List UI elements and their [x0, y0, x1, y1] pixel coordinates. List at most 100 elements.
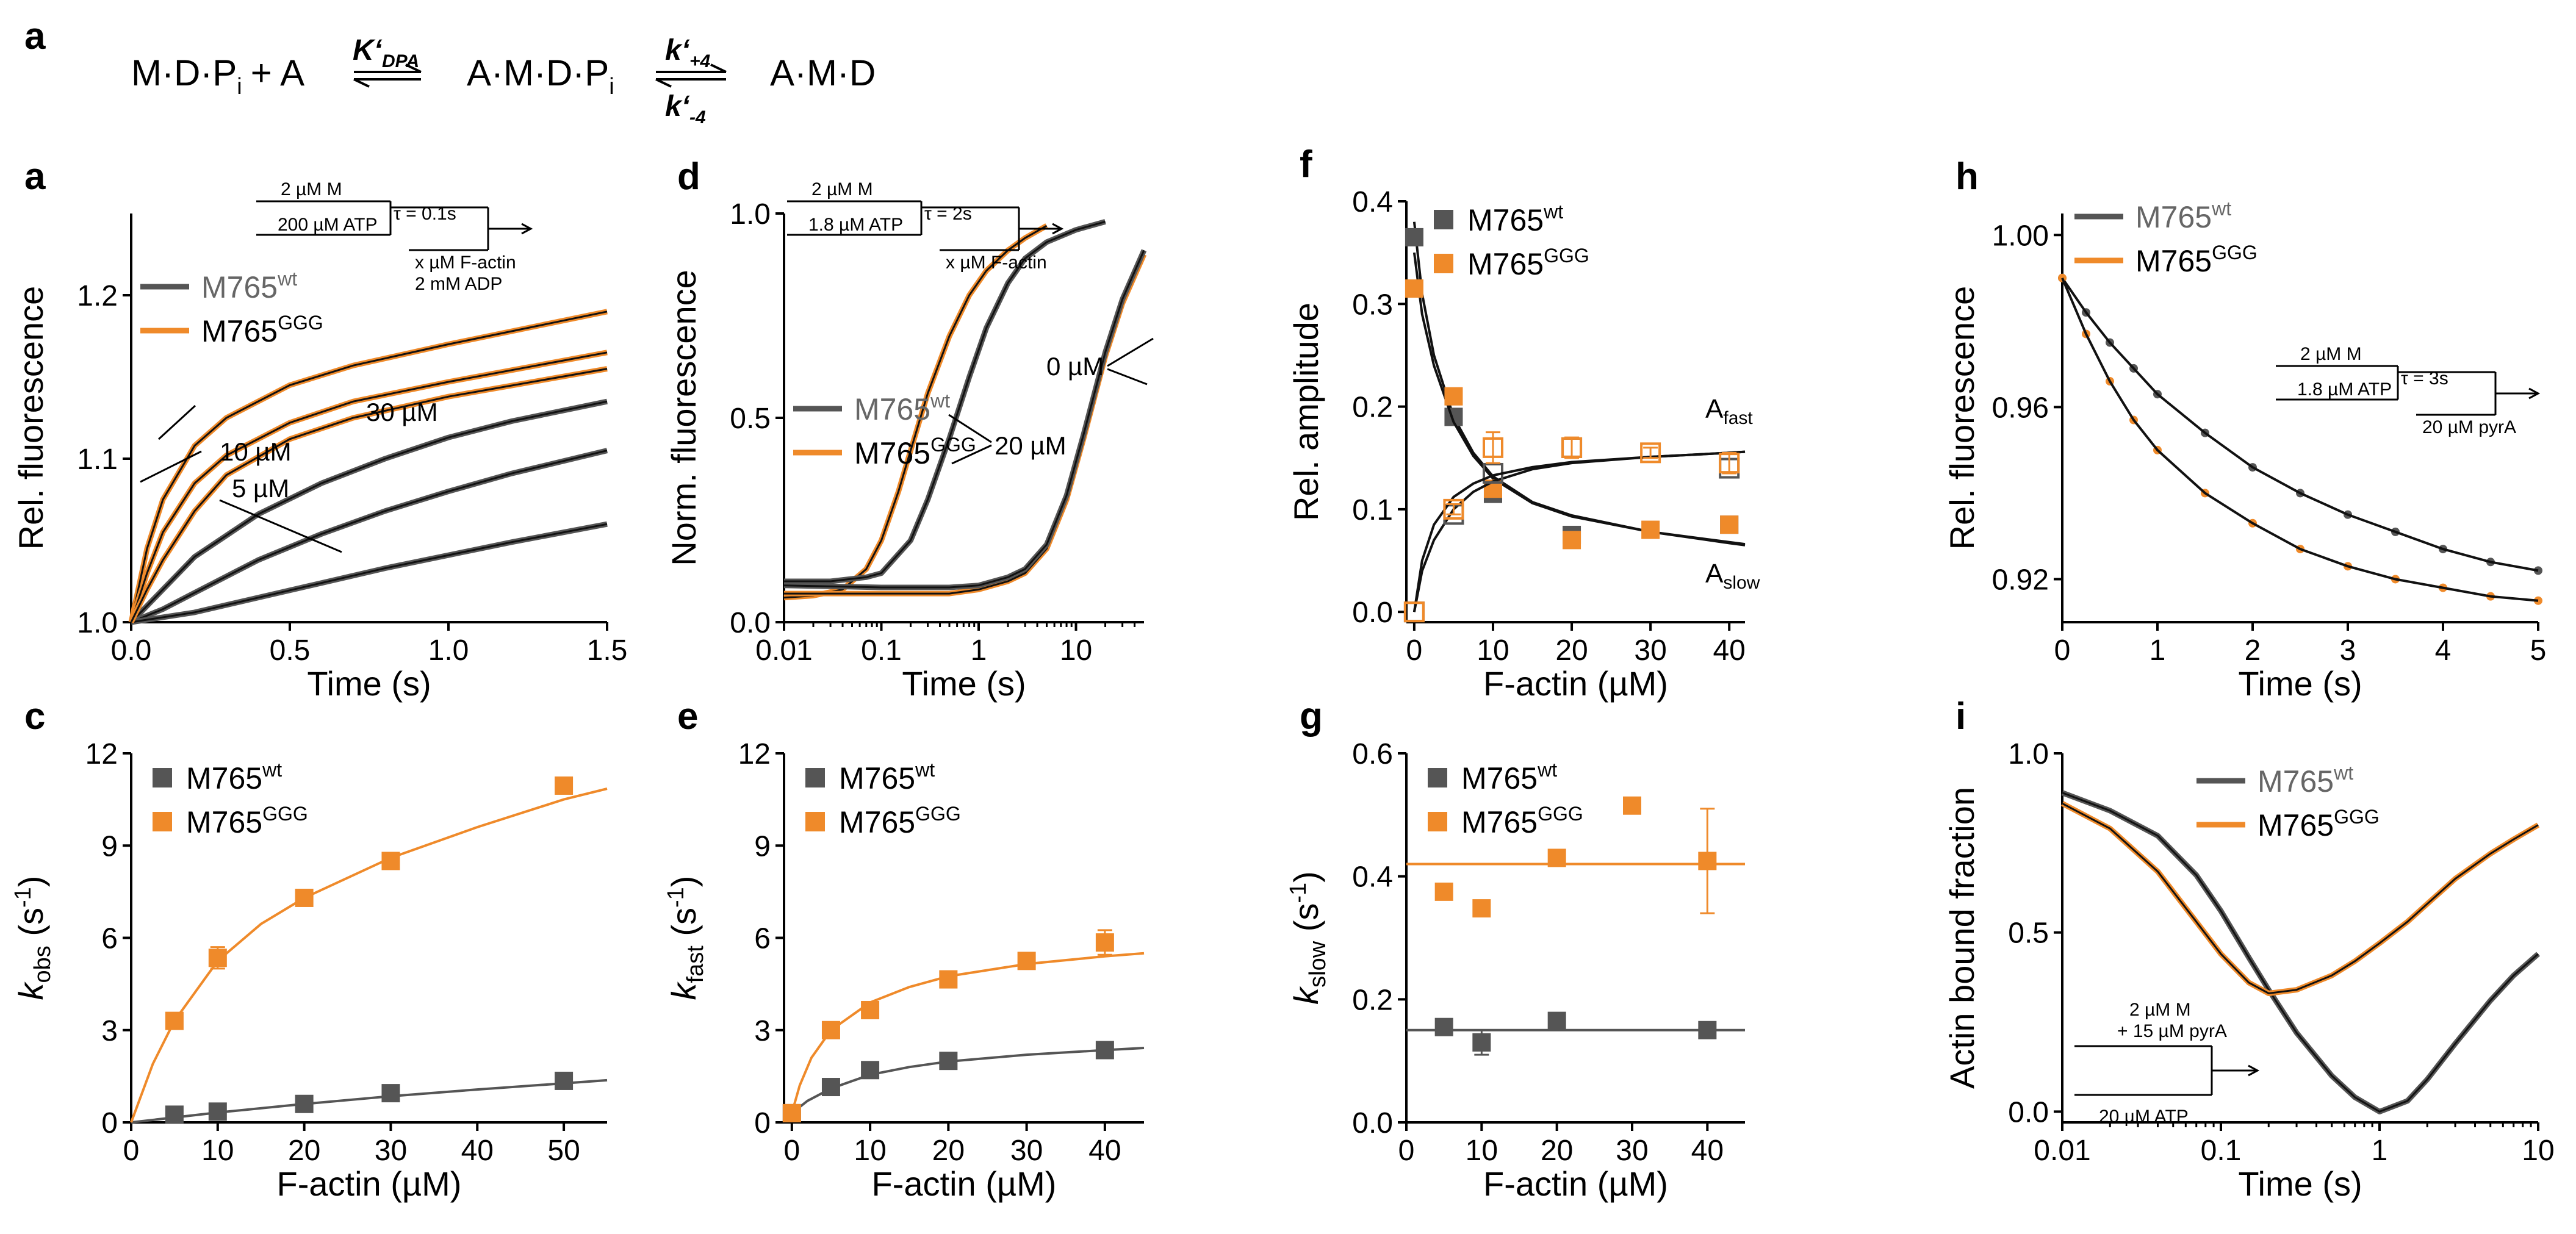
svg-text:+ 15 µM pyrA: + 15 µM pyrA: [2117, 1021, 2227, 1041]
reaction-scheme: a M·D·Pi + A K‘DPA A·M·D·Pi k‘+4 k‘-4 A·M…: [24, 15, 876, 127]
legend-swatch-ggg: [1434, 254, 1453, 273]
x-tick-label: 30: [1616, 1135, 1648, 1167]
fit-line: [784, 220, 1106, 583]
legend-label-wt: M765wt: [854, 390, 950, 426]
legend-label-ggg: M765GGG: [1461, 803, 1583, 839]
x-tick-label: 0.0: [111, 634, 152, 667]
legend-label-wt: M765wt: [186, 759, 282, 795]
scheme-middle: A·M·D·Pi: [467, 52, 614, 99]
x-tick-label: 10: [2522, 1135, 2554, 1167]
svg-text:x µM F-actin: x µM F-actin: [415, 253, 516, 273]
legend-e: M765wt M765GGG: [805, 759, 961, 839]
y-axis-label: Norm. fluorescence: [664, 270, 703, 566]
series-m765wt: [131, 1071, 608, 1124]
data-point: [1563, 531, 1581, 550]
data-point: [208, 949, 227, 967]
y-tick-label: 1.0: [2008, 738, 2049, 770]
legend-label-ggg: M765GGG: [201, 312, 323, 348]
data-point: [1472, 899, 1491, 918]
x-tick-label: 40: [1088, 1135, 1121, 1167]
panel-g: g 0 10 20 30 40 0.0 0.2 0.4 0.6 F-actin (µM) kslow …: [1286, 695, 1745, 1203]
panel-letter-h: h: [1955, 156, 1979, 198]
series-m765wt-20-m: [784, 219, 1106, 584]
fit-line: [790, 952, 1145, 1114]
panel-letter-c: c: [24, 695, 45, 737]
data-point: [1720, 515, 1739, 534]
legend-swatch-ggg: [1428, 812, 1447, 831]
x-axis-label: Time (s): [307, 664, 431, 703]
y-tick-label: 0.5: [730, 403, 771, 435]
legend-label-ggg: M765GGG: [839, 803, 961, 839]
x-tick-label: 10: [1060, 634, 1092, 667]
data-point: [821, 1021, 840, 1039]
panel-letter-d: d: [677, 156, 700, 198]
series-m765ggg: [1406, 796, 1745, 918]
series-m765ggg-fast: [1403, 431, 1746, 623]
svg-text:2 mM ADP: 2 mM ADP: [415, 274, 502, 294]
legend-swatch-ggg: [153, 812, 172, 831]
svg-text:2 µM M: 2 µM M: [281, 179, 342, 199]
fit-line: [130, 400, 608, 623]
protocol-inset-i: 2 µM M+ 15 µM pyrA 20 µM ATP: [2074, 1000, 2260, 1127]
panel-f: f 0 10 20 30 40 0.0 0.1 0.2 0.3 0.4 F-actin (µM) Rel…: [1287, 143, 1760, 703]
x-tick-label: 40: [461, 1135, 494, 1167]
data-point: [1698, 852, 1717, 870]
data-point: [1698, 1021, 1717, 1039]
y-axis-label: kslow (s-1): [1286, 871, 1331, 1005]
fit-line: [1412, 450, 1746, 612]
y-tick-label: 12: [738, 738, 771, 770]
panel-c: c 0 10 20 30 40 50 0 3 6 9 12 F-actin (µM) kobs (s-1)…: [10, 695, 608, 1203]
y-tick-label: 0.5: [2008, 917, 2049, 950]
label-a-fast: Afast: [1705, 394, 1753, 428]
x-tick-label: 1.0: [428, 634, 469, 667]
y-tick-label: 0: [101, 1107, 118, 1139]
x-tick-label: 1: [2372, 1135, 2388, 1167]
x-axis-label: F-actin (µM): [872, 1164, 1057, 1203]
legend-label-ggg: M765GGG: [2258, 806, 2380, 842]
y-tick-label: 6: [101, 923, 118, 955]
panel-letter-e: e: [677, 695, 698, 737]
concentration-label: 10 µM: [220, 437, 292, 466]
data-point: [381, 1084, 400, 1103]
x-tick-label: 30: [1634, 634, 1666, 667]
x-tick-label: 20: [1541, 1135, 1573, 1167]
fit-line: [130, 310, 608, 623]
data-point: [1403, 601, 1425, 623]
fit-line: [1412, 221, 1746, 547]
label-a-slow: Aslow: [1705, 559, 1760, 593]
label-pointer: [157, 404, 196, 440]
legend-swatch-ggg: [805, 812, 825, 831]
y-axis-label: Rel. fluorescence: [1943, 286, 1981, 550]
concentration-label: 0 µM: [1046, 352, 1104, 381]
fit-line: [131, 450, 608, 623]
scheme-k-dpa: K‘DPA: [353, 34, 419, 71]
legend-swatch-wt: [805, 768, 825, 787]
fit-line: [130, 787, 608, 1123]
legend-i: M765wt M765GGG: [2196, 762, 2380, 842]
x-tick-label: 0.01: [755, 634, 812, 667]
x-tick-label: 0.1: [861, 634, 902, 667]
panel-letter-b: a: [24, 156, 46, 198]
x-axis-label: F-actin (µM): [1483, 664, 1668, 703]
data-point: [782, 1103, 801, 1122]
legend-label-wt: M765wt: [2135, 198, 2231, 234]
legend-label-wt: M765wt: [2258, 762, 2353, 798]
data-point: [1444, 387, 1463, 406]
data-point: [208, 1102, 227, 1121]
data-point: [1547, 1011, 1566, 1030]
legend-swatch-wt: [1434, 210, 1453, 229]
data-point: [165, 1105, 184, 1124]
panel-d: d 0.01 0.1 1 10 0.0 0.5 1.0 Time (s) Norm. fluore…: [664, 156, 1154, 703]
x-tick-label: 0: [783, 1135, 800, 1167]
x-tick-label: 3: [2340, 634, 2356, 667]
y-tick-label: 12: [85, 738, 118, 770]
fit-line: [131, 1078, 608, 1124]
legend-label-ggg: M765GGG: [2135, 242, 2258, 278]
data-point: [1095, 1041, 1114, 1060]
legend-f: M765wt M765GGG: [1434, 201, 1589, 281]
y-tick-label: 9: [754, 830, 771, 863]
data-point: [555, 776, 574, 795]
y-axis-label: kobs (s-1): [10, 876, 56, 1000]
x-axis-label: F-actin (µM): [1483, 1164, 1668, 1203]
